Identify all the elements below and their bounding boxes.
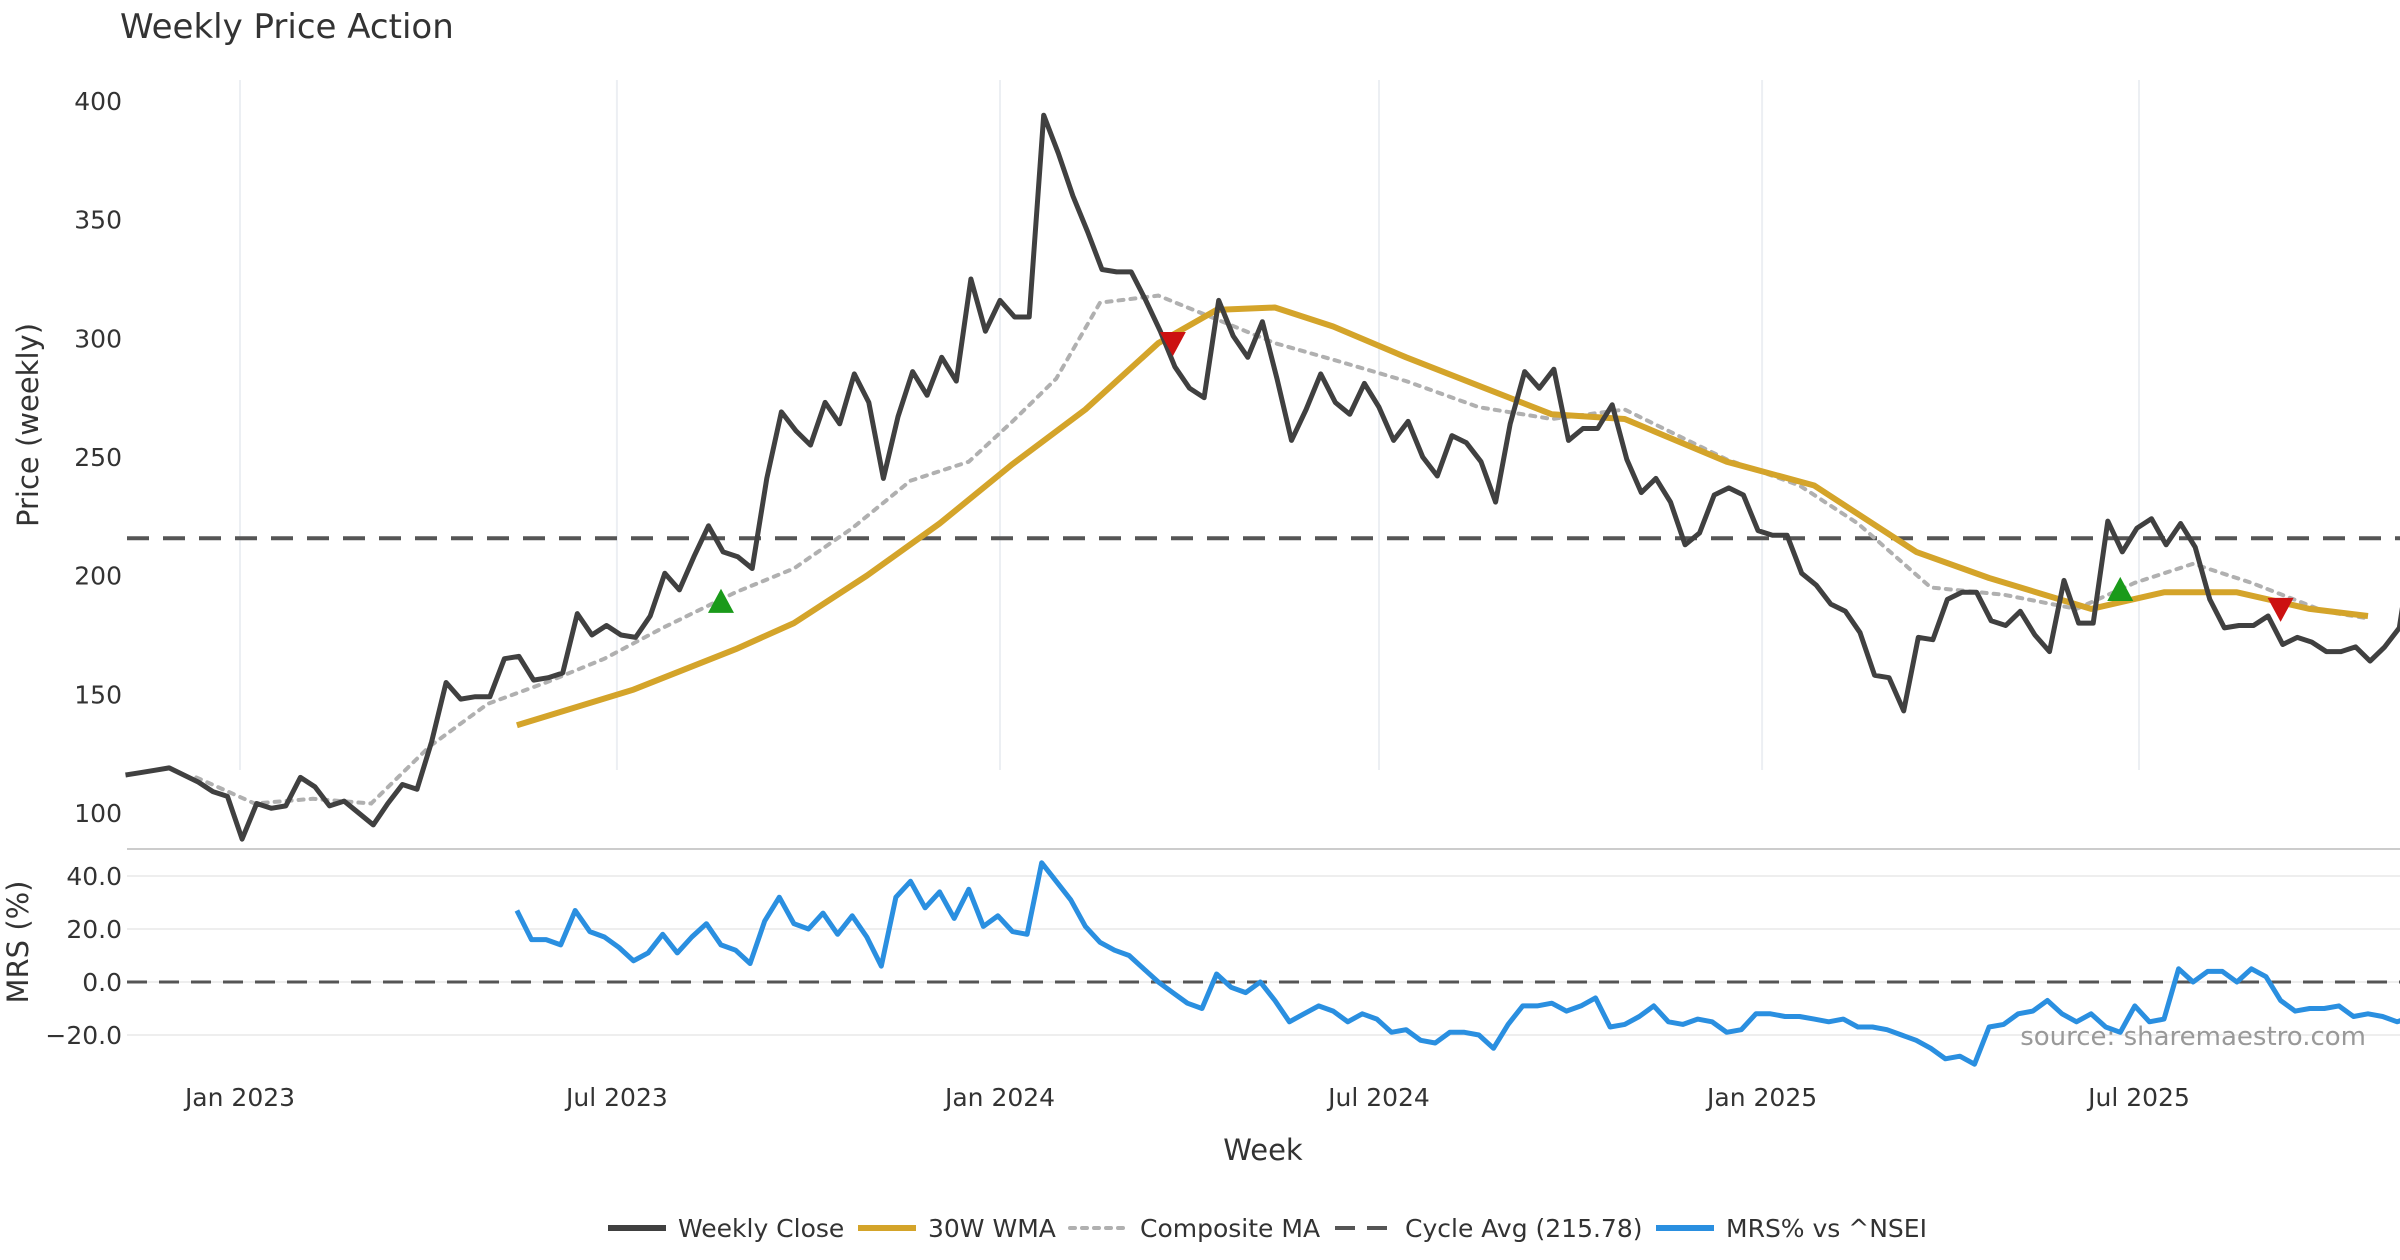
x-tick-label: Jan 2023 (183, 1083, 295, 1112)
price-y-tick-label: 150 (74, 680, 122, 709)
x-tick-label: Jan 2024 (943, 1083, 1055, 1112)
mrs-y-tick-label: 40.0 (66, 862, 122, 891)
buy-signal-marker (2107, 576, 2134, 601)
mrs-y-axis-label: MRS (%) (1, 881, 35, 1004)
mrs-y-tick-label: 0.0 (82, 968, 122, 997)
legend: Weekly Close 30W WMA Composite MA Cycle Avg… (608, 1214, 1927, 1243)
legend-item: MRS% vs ^NSEI (1656, 1214, 1927, 1243)
mrs-line (514, 860, 2400, 1067)
mrs-panel: MRS (%) 40.0 20.0 0.0 −20.0 source: sharema… (1, 848, 2400, 1067)
price-y-ticks: 100 150 200 250 300 350 400 (74, 87, 122, 828)
price-panel: Price (weekly) 100 150 200 250 300 350 400 (11, 87, 2400, 842)
composite-ma-line (194, 293, 2370, 806)
price-y-tick-label: 300 (74, 324, 122, 353)
grid-layer (239, 80, 2140, 770)
x-tick-label: Jul 2025 (2086, 1083, 2190, 1112)
x-ticks: Jan 2023 Jul 2023 Jan 2024 Jul 2024 Jan 2025… (183, 1083, 2190, 1112)
legend-label: Composite MA (1140, 1214, 1320, 1243)
x-tick-label: Jan 2025 (1705, 1083, 1817, 1112)
legend-item: Cycle Avg (215.78) (1335, 1214, 1643, 1243)
sell-signal-marker (2267, 597, 2294, 622)
chart-title: Weekly Price Action (120, 7, 454, 47)
source-annotation: source: sharemaestro.com (2020, 1022, 2366, 1052)
price-y-tick-label: 100 (74, 799, 122, 828)
signal-markers (707, 332, 2294, 622)
weekly-close-line (125, 112, 2400, 842)
x-axis-label: Week (1223, 1133, 1303, 1167)
price-y-tick-label: 350 (74, 206, 122, 235)
mrs-y-tick-label: 20.0 (66, 915, 122, 944)
legend-item: Weekly Close (608, 1214, 844, 1243)
x-tick-label: Jul 2023 (564, 1083, 668, 1112)
legend-label: 30W WMA (928, 1214, 1056, 1243)
price-y-tick-label: 250 (74, 443, 122, 472)
legend-item: 30W WMA (858, 1214, 1056, 1243)
legend-item: Composite MA (1068, 1214, 1320, 1243)
mrs-y-tick-label: −20.0 (45, 1021, 122, 1050)
legend-label: Cycle Avg (215.78) (1405, 1214, 1643, 1243)
x-tick-label: Jul 2024 (1326, 1083, 1430, 1112)
buy-signal-marker (707, 588, 734, 613)
price-y-tick-label: 400 (74, 87, 122, 116)
wma-30w-line (516, 304, 2369, 729)
sell-signal-marker (1159, 332, 1186, 357)
price-y-tick-label: 200 (74, 562, 122, 591)
legend-label: Weekly Close (678, 1214, 844, 1243)
legend-label: MRS% vs ^NSEI (1726, 1214, 1927, 1243)
price-y-axis-label: Price (weekly) (11, 323, 45, 527)
